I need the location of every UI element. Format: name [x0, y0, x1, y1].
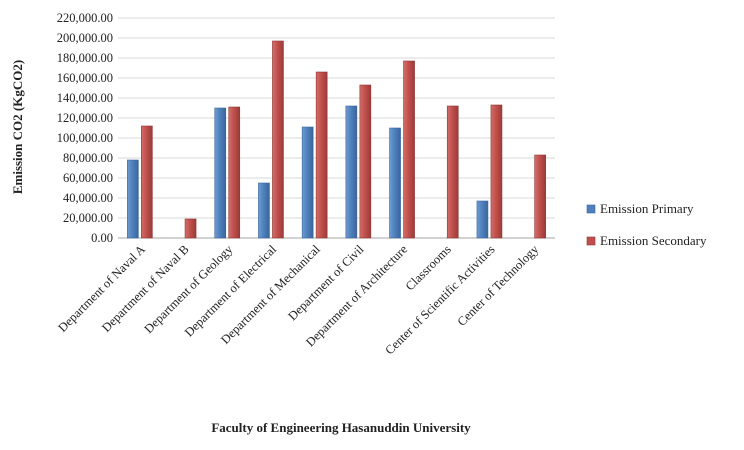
legend-label: Emission Secondary — [600, 233, 707, 248]
gridlines — [118, 17, 555, 239]
x-category-label: Center of Technology — [455, 242, 542, 329]
bar-emission-secondary — [534, 154, 546, 239]
y-tick-label: 200,000.00 — [57, 31, 113, 45]
legend-swatch-primary — [586, 204, 596, 214]
legend-label: Emission Primary — [600, 201, 694, 216]
bar-emission-secondary — [141, 125, 153, 239]
y-tick-label: 20,000.00 — [63, 211, 113, 225]
y-tick-label: 180,000.00 — [57, 51, 113, 65]
legend: Emission Primary Emission Secondary — [586, 201, 707, 248]
bar-emission-primary — [476, 200, 489, 239]
y-tick-label: 120,000.00 — [57, 111, 113, 125]
bar-emission-secondary — [403, 60, 415, 239]
y-tick-label: 140,000.00 — [57, 91, 113, 105]
legend-swatch-secondary — [586, 236, 596, 246]
y-axis-title: Emission CO2 (KgCO2) — [10, 60, 25, 194]
bar-emission-primary — [214, 107, 227, 239]
y-tick-label: 100,000.00 — [57, 131, 113, 145]
bar-emission-secondary — [490, 104, 503, 239]
bars — [127, 40, 546, 239]
y-tick-label: 160,000.00 — [57, 71, 113, 85]
bar-emission-primary — [258, 182, 270, 239]
bar-emission-secondary — [446, 105, 459, 239]
y-tick-label: 40,000.00 — [63, 191, 113, 205]
y-axis-tick-labels: 0.00 20,000.00 40,000.00 60,000.00 80,000.00… — [57, 11, 113, 245]
bar-emission-secondary — [228, 106, 241, 239]
bar-emission-secondary — [359, 84, 372, 239]
bar-emission-primary — [389, 127, 401, 239]
y-tick-label: 60,000.00 — [63, 171, 113, 185]
bar-emission-secondary — [315, 71, 328, 239]
bar-emission-primary — [127, 159, 139, 239]
bar-emission-primary — [301, 126, 314, 239]
y-tick-label: 80,000.00 — [63, 151, 113, 165]
bar-emission-secondary — [184, 218, 197, 239]
y-tick-label: 220,000.00 — [57, 11, 113, 25]
x-axis-title: Faculty of Engineering Hasanuddin Univer… — [211, 420, 471, 435]
bar-emission-primary — [345, 105, 358, 239]
bar-emission-secondary — [272, 40, 284, 239]
x-category-label: Department of Civil — [285, 242, 366, 323]
y-tick-label: 0.00 — [91, 231, 113, 245]
